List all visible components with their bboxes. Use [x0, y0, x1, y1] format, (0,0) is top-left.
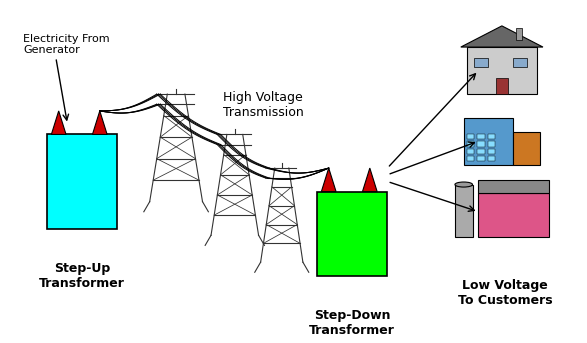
- Text: Step-Up
Transformer: Step-Up Transformer: [39, 262, 125, 290]
- Bar: [477, 149, 485, 154]
- Bar: [455, 185, 473, 237]
- Polygon shape: [92, 111, 107, 134]
- Bar: [467, 156, 474, 161]
- Bar: [488, 141, 495, 146]
- Text: High Voltage
Transmission: High Voltage Transmission: [223, 91, 304, 119]
- Bar: [317, 192, 387, 276]
- Bar: [467, 141, 474, 146]
- Bar: [474, 58, 488, 67]
- Polygon shape: [322, 168, 336, 192]
- Text: Electricity From
Generator: Electricity From Generator: [23, 34, 110, 55]
- Bar: [467, 134, 474, 139]
- Bar: [477, 156, 485, 161]
- Bar: [477, 134, 485, 139]
- Text: Low Voltage
To Customers: Low Voltage To Customers: [457, 279, 552, 307]
- Bar: [488, 156, 495, 161]
- Bar: [477, 141, 485, 146]
- Bar: [513, 132, 540, 165]
- Bar: [495, 78, 508, 94]
- Bar: [488, 149, 495, 154]
- Polygon shape: [362, 168, 377, 192]
- Bar: [516, 28, 522, 40]
- Bar: [467, 47, 537, 94]
- Bar: [513, 58, 527, 67]
- Bar: [488, 134, 495, 139]
- Bar: [467, 149, 474, 154]
- Ellipse shape: [455, 182, 473, 187]
- Bar: [47, 134, 117, 228]
- Polygon shape: [461, 26, 543, 47]
- Text: Step-Down
Transformer: Step-Down Transformer: [309, 309, 395, 337]
- Polygon shape: [478, 180, 549, 193]
- Polygon shape: [52, 111, 66, 134]
- Bar: [478, 193, 549, 237]
- Bar: [464, 118, 513, 165]
